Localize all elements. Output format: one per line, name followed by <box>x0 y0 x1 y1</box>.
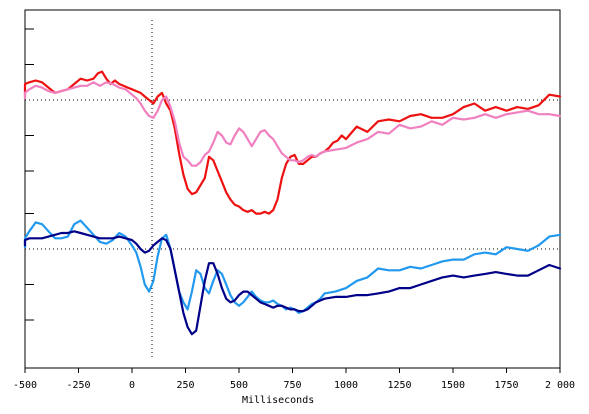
series-line-panel-2-1 <box>23 219 562 314</box>
x-tick-label-3: 0 <box>129 380 135 391</box>
x-axis-label: Milliseconds <box>242 395 314 406</box>
x-tick-label-9: 1500 <box>441 380 465 391</box>
series-line-panel-1-1 <box>23 70 562 215</box>
x-tick-label-1: -500 <box>13 380 37 391</box>
x-tick-label-5: 500 <box>230 380 248 391</box>
series-line-panel-1-2 <box>23 81 562 167</box>
x-tick-label-10: 1750 <box>494 380 518 391</box>
series-line-panel-2-2 <box>23 230 562 336</box>
x-tick-label-7: 1000 <box>334 380 358 391</box>
x-tick-label-2: -250 <box>66 380 90 391</box>
x-tick-label-6: 750 <box>283 380 301 391</box>
x-tick-label-4: 250 <box>176 380 194 391</box>
x-tick-label-8: 1250 <box>387 380 411 391</box>
plot-frame <box>24 9 561 369</box>
x-tick-label-11: 2 000 <box>545 380 575 391</box>
